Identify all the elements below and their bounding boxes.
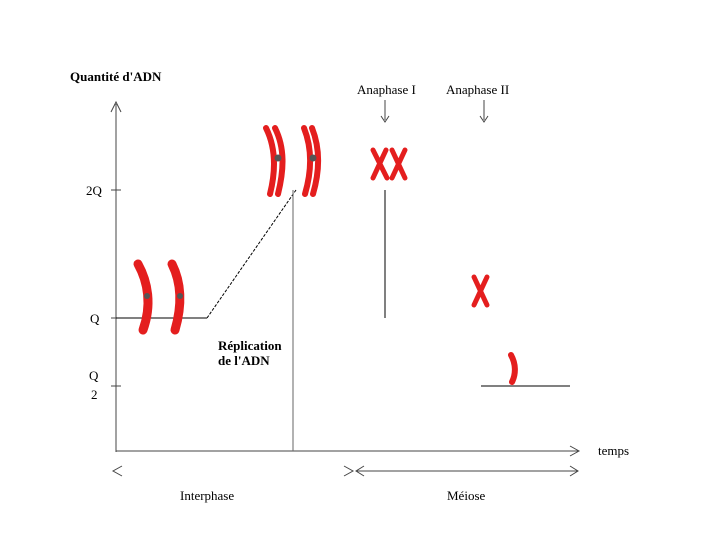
replication-label-line1: Réplication	[218, 338, 282, 353]
anaphase-1-arrowhead	[380, 115, 390, 123]
tick-label-half-q-numerator: Q	[89, 368, 99, 383]
centromere-interphase-1	[144, 293, 150, 299]
meiose-bracket-right-arrowhead	[569, 465, 579, 477]
centromere-replicated-1	[274, 154, 282, 162]
anaphase-2-arrowhead	[479, 115, 489, 123]
centromere-replicated-2	[309, 154, 317, 162]
chromosome-gamete	[508, 352, 518, 385]
interphase-bracket-left-arrowhead	[111, 465, 123, 477]
tick-label-2q: 2Q	[86, 183, 102, 198]
anaphase-1-label: Anaphase I	[357, 82, 416, 97]
chromosome-replicated-2a	[301, 125, 314, 197]
centromere-interphase-2	[177, 293, 183, 299]
chromosome-replicated-1a	[263, 125, 278, 197]
replication-label-line2: de l'ADN	[218, 353, 270, 368]
x-axis-arrowhead	[569, 445, 581, 457]
phase-label-meiose: Méiose	[447, 488, 486, 503]
tick-label-half-q-denominator: 2	[91, 387, 98, 402]
chromosome-anaphase-1-x2	[389, 147, 408, 181]
chromosome-anaphase-1-x1	[370, 147, 390, 181]
tick-label-q: Q	[90, 311, 100, 326]
anaphase-2-label: Anaphase II	[446, 82, 510, 97]
chromosome-replicated-1b	[272, 125, 286, 197]
y-axis-title: Quantité d'ADN	[70, 69, 162, 84]
phase-label-interphase: Interphase	[180, 488, 235, 503]
x-axis-title: temps	[598, 443, 630, 458]
curve-replication-ramp	[206, 189, 297, 319]
meiose-bracket-left-arrowhead	[355, 465, 365, 477]
y-axis-arrowhead	[110, 100, 122, 113]
chromosome-anaphase-2-x	[471, 274, 490, 308]
chromosome-replicated-2b	[309, 125, 322, 197]
interphase-bracket-right-arrowhead	[343, 465, 355, 477]
